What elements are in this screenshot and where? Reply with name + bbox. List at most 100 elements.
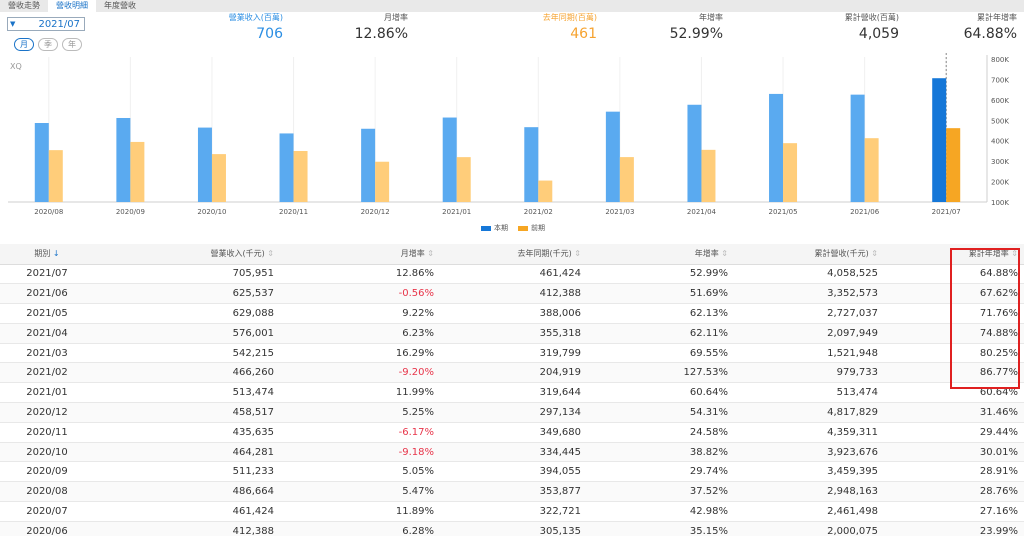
y-tick-label: 500K — [991, 117, 1009, 125]
cell-period: 2020/10 — [0, 442, 100, 463]
cell-revenue: 705,951 — [100, 264, 280, 285]
cell-yoy: 62.13% — [587, 303, 734, 324]
y-tick-label: 100K — [991, 199, 1009, 207]
cell-cum-yoy: 60.64% — [884, 382, 1024, 404]
table-row[interactable]: 2020/11 435,635 -6.17% 349,680 24.58% 4,359,3… — [0, 422, 1024, 443]
table-row[interactable]: 2021/07 705,951 12.86% 461,424 52.99% 4,058,5… — [0, 264, 1024, 285]
x-tick-label: 2021/06 — [850, 208, 880, 216]
bar-current-2020/09 — [116, 117, 131, 202]
cell-mom: -9.20% — [280, 362, 440, 384]
cell-revenue: 511,233 — [100, 461, 280, 483]
col-header-cumulative-label: 累計營收(千元) — [814, 249, 869, 259]
table-row[interactable]: 2020/06 412,388 6.28% 305,135 35.15% 2,000,07… — [0, 521, 1024, 536]
cell-yoy: 62.11% — [587, 323, 734, 344]
table-row[interactable]: 2021/05 629,088 9.22% 388,006 62.13% 2,727,03… — [0, 303, 1024, 324]
cell-revenue: 486,664 — [100, 481, 280, 503]
x-tick-label: 2020/08 — [34, 208, 63, 216]
stat-last-year-label: 去年同期(百萬) — [542, 13, 597, 22]
table-row[interactable]: 2020/12 458,517 5.25% 297,134 54.31% 4,817,82… — [0, 402, 1024, 423]
col-header-last-year[interactable]: 去年同期(千元) ⇕ — [440, 244, 587, 265]
cell-last-year: 204,919 — [440, 362, 587, 384]
table-row[interactable]: 2021/02 466,260 -9.20% 204,919 127.53% 979,73… — [0, 362, 1024, 384]
table-row[interactable]: 2021/04 576,001 6.23% 355,318 62.11% 2,097,94… — [0, 323, 1024, 344]
table-row[interactable]: 2020/08 486,664 5.47% 353,877 37.52% 2,948,16… — [0, 481, 1024, 503]
y-tick-label: 700K — [991, 76, 1009, 84]
cell-cumulative: 4,817,829 — [734, 402, 884, 423]
freq-button-month[interactable]: 月 — [14, 38, 34, 51]
freq-button-quarter[interactable]: 季 — [38, 38, 58, 51]
bar-previous-2021/07 — [946, 128, 961, 202]
xq-watermark: XQ — [10, 62, 22, 71]
cell-cum-yoy: 80.25% — [884, 343, 1024, 364]
cell-last-year: 305,135 — [440, 521, 587, 536]
sort-icon: ⇕ — [871, 249, 878, 259]
freq-button-year[interactable]: 年 — [62, 38, 82, 51]
cell-cumulative: 2,000,075 — [734, 521, 884, 536]
tab-revenue-detail[interactable]: 營收明細 — [48, 0, 96, 12]
table-row[interactable]: 2020/09 511,233 5.05% 394,055 29.74% 3,459,39… — [0, 461, 1024, 483]
cell-last-year: 394,055 — [440, 461, 587, 483]
x-tick-label: 2020/11 — [279, 208, 308, 216]
cell-period: 2020/06 — [0, 521, 100, 536]
table-row[interactable]: 2020/07 461,424 11.89% 322,721 42.98% 2,461,4… — [0, 501, 1024, 522]
table-row[interactable]: 2021/01 513,474 11.99% 319,644 60.64% 513,474… — [0, 382, 1024, 404]
col-header-cum-yoy[interactable]: 累計年增率 ⇕ — [884, 244, 1024, 265]
cell-cum-yoy: 28.91% — [884, 461, 1024, 483]
col-header-yoy[interactable]: 年增率 ⇕ — [587, 244, 734, 265]
x-tick-label: 2021/07 — [932, 208, 961, 216]
cell-yoy: 51.69% — [587, 283, 734, 305]
cell-mom: -6.17% — [280, 422, 440, 443]
col-header-cumulative[interactable]: 累計營收(千元) ⇕ — [734, 244, 884, 265]
table-row[interactable]: 2021/06 625,537 -0.56% 412,388 51.69% 3,352,5… — [0, 283, 1024, 305]
bar-current-2020/11 — [279, 133, 294, 202]
bar-current-2021/05 — [769, 93, 784, 202]
cell-cumulative: 4,359,311 — [734, 422, 884, 443]
cell-cum-yoy: 67.62% — [884, 283, 1024, 305]
col-header-mom[interactable]: 月增率 ⇕ — [280, 244, 440, 265]
y-tick-label: 300K — [991, 158, 1009, 166]
cell-cum-yoy: 64.88% — [884, 264, 1024, 285]
bar-previous-2020/09 — [130, 141, 145, 202]
bar-current-2020/08 — [34, 123, 49, 202]
cell-period: 2020/09 — [0, 461, 100, 483]
cell-cumulative: 3,352,573 — [734, 283, 884, 305]
cell-cum-yoy: 31.46% — [884, 402, 1024, 423]
x-tick-label: 2021/04 — [687, 208, 717, 216]
col-header-period[interactable]: 期別 ↓ — [0, 244, 100, 265]
cell-revenue: 458,517 — [100, 402, 280, 423]
tab-annual-revenue[interactable]: 年度營收 — [104, 1, 136, 10]
bar-current-2021/04 — [687, 104, 702, 202]
cell-yoy: 42.98% — [587, 501, 734, 522]
stat-mom: 月增率 12.86% — [355, 13, 408, 43]
cell-last-year: 388,006 — [440, 303, 587, 324]
tab-bar: 營收走勢 營收明細 年度營收 — [0, 0, 1024, 12]
tab-revenue-trend[interactable]: 營收走勢 — [8, 1, 40, 10]
cell-mom: -0.56% — [280, 283, 440, 305]
stat-revenue: 營業收入(百萬) 706 — [229, 13, 283, 43]
cell-last-year: 322,721 — [440, 501, 587, 522]
cell-revenue: 435,635 — [100, 422, 280, 443]
cell-mom: 6.23% — [280, 323, 440, 344]
stat-cum-yoy-label: 累計年增率 — [977, 13, 1017, 22]
bar-previous-2021/01 — [456, 157, 471, 202]
period-select[interactable]: ▼ 2021/07 — [7, 17, 85, 31]
legend-swatch-current — [481, 225, 491, 231]
cell-last-year: 353,877 — [440, 481, 587, 503]
cell-revenue: 412,388 — [100, 521, 280, 536]
cell-last-year: 412,388 — [440, 283, 587, 305]
cell-period: 2020/08 — [0, 481, 100, 503]
cell-cumulative: 2,727,037 — [734, 303, 884, 324]
x-tick-label: 2020/12 — [361, 208, 390, 216]
stat-cumulative: 累計營收(百萬) 4,059 — [845, 13, 899, 43]
stat-last-year: 去年同期(百萬) 461 — [543, 13, 597, 43]
x-tick-label: 2021/02 — [524, 208, 553, 216]
col-header-revenue[interactable]: 營業收入(千元) ⇕ — [100, 244, 280, 265]
cell-cumulative: 1,521,948 — [734, 343, 884, 364]
cell-period: 2021/04 — [0, 323, 100, 344]
bar-previous-2020/08 — [48, 150, 63, 202]
table-row[interactable]: 2021/03 542,215 16.29% 319,799 69.55% 1,521,9… — [0, 343, 1024, 364]
cell-yoy: 37.52% — [587, 481, 734, 503]
cell-revenue: 466,260 — [100, 362, 280, 384]
dropdown-arrow-icon: ▼ — [10, 20, 16, 28]
table-row[interactable]: 2020/10 464,281 -9.18% 334,445 38.82% 3,923,6… — [0, 442, 1024, 463]
